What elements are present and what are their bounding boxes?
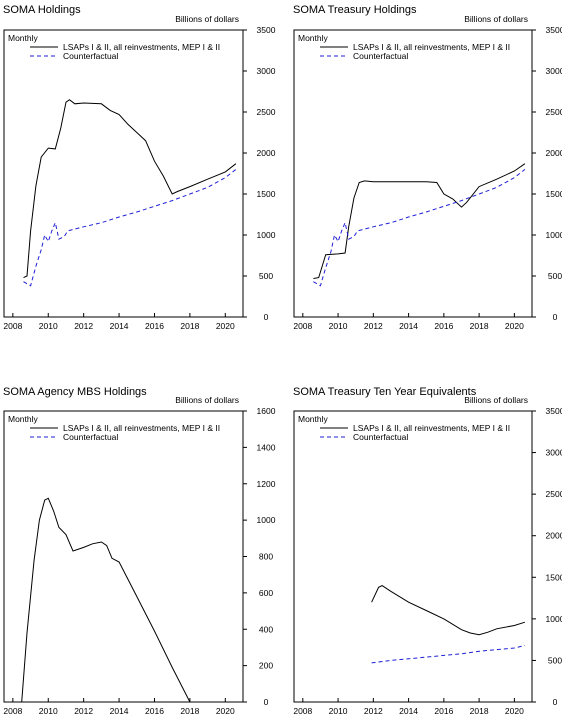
ten-year-plot-frame	[293, 410, 533, 703]
holdings-y-tick-label: 2000	[257, 148, 276, 158]
holdings-y-tick-label: 1000	[257, 230, 276, 240]
ten-year-x-tick-label: 2018	[470, 706, 489, 716]
treasury-legend-label-counterfactual: Counterfactual	[353, 51, 408, 61]
ten-year-y-tick-label: 1000	[546, 614, 562, 624]
ten-year-actual-line	[371, 585, 526, 636]
ten-year-x-tick-label: 2014	[399, 706, 418, 716]
holdings-y-tick-label: 3500	[257, 25, 276, 35]
mbs-x-tick-label: 2018	[180, 706, 199, 716]
ten-year-title: SOMA Treasury Ten Year Equivalents	[293, 386, 477, 398]
mbs-y-tick-label: 200	[259, 661, 273, 671]
holdings-x-tick-label: 2010	[39, 321, 58, 331]
mbs-plot-frame	[3, 410, 244, 703]
mbs-y-tick-label: 1200	[257, 479, 276, 489]
mbs-y-tick-label: 800	[259, 552, 273, 562]
holdings-x-tick-label: 2020	[216, 321, 235, 331]
mbs-y-tick-label: 1600	[257, 406, 276, 416]
treasury-y-tick-label: 2500	[546, 107, 562, 117]
treasury-y-tick-label: 3000	[546, 66, 562, 76]
ten-year-frequency-label: Monthly	[298, 414, 329, 424]
ten-year-counterfactual-line	[371, 645, 526, 664]
treasury-y-tick-label: 1500	[546, 189, 562, 199]
holdings-y-tick-label: 3000	[257, 66, 276, 76]
treasury-x-tick-label: 2008	[293, 321, 312, 331]
ten-year-legend-label-actual: LSAPs I & II, all reinvestments, MEP I &…	[353, 423, 510, 433]
holdings-units-label: Billions of dollars	[175, 14, 239, 24]
treasury-y-tick-label: 500	[548, 271, 562, 281]
holdings-x-tick-label: 2014	[110, 321, 129, 331]
holdings-counterfactual-line	[23, 169, 237, 287]
holdings-frequency-label: Monthly	[8, 33, 39, 43]
ten-year-x-tick-label: 2012	[364, 706, 383, 716]
ten-year-x-tick-label: 2010	[329, 706, 348, 716]
mbs-y-tick-label: 400	[259, 624, 273, 634]
mbs-y-tick-label: 600	[259, 588, 273, 598]
ten-year-units-label: Billions of dollars	[464, 395, 528, 405]
mbs-title: SOMA Agency MBS Holdings	[3, 386, 147, 398]
mbs-x-tick-label: 2014	[110, 706, 129, 716]
mbs-units-label: Billions of dollars	[175, 395, 239, 405]
treasury-x-tick-label: 2020	[505, 321, 524, 331]
holdings-x-tick-label: 2016	[145, 321, 164, 331]
holdings-y-tick-label: 1500	[257, 189, 276, 199]
holdings-legend-label-counterfactual: Counterfactual	[63, 51, 118, 61]
treasury-x-tick-label: 2018	[470, 321, 489, 331]
treasury-y-tick-label: 0	[553, 312, 558, 322]
ten-year-y-tick-label: 500	[548, 655, 562, 665]
mbs-y-tick-label: 0	[264, 697, 269, 707]
ten-year-legend-label-counterfactual: Counterfactual	[353, 432, 408, 442]
mbs-x-tick-label: 2012	[74, 706, 93, 716]
treasury-plot-frame	[293, 29, 533, 318]
mbs-y-tick-label: 1400	[257, 442, 276, 452]
mbs-frequency-label: Monthly	[8, 414, 39, 424]
holdings-x-tick-label: 2012	[74, 321, 93, 331]
treasury-y-tick-label: 3500	[546, 25, 562, 35]
ten-year-x-tick-label: 2020	[505, 706, 524, 716]
holdings-legend-label-actual: LSAPs I & II, all reinvestments, MEP I &…	[63, 42, 220, 52]
ten-year-y-tick-label: 2000	[546, 531, 562, 541]
holdings-plot-frame	[3, 29, 244, 318]
holdings-y-tick-label: 500	[259, 271, 273, 281]
ten-year-y-tick-label: 2500	[546, 489, 562, 499]
mbs-x-tick-label: 2008	[3, 706, 22, 716]
mbs-x-tick-label: 2020	[216, 706, 235, 716]
holdings-y-tick-label: 2500	[257, 107, 276, 117]
treasury-x-tick-label: 2012	[364, 321, 383, 331]
treasury-x-tick-label: 2014	[399, 321, 418, 331]
ten-year-y-tick-label: 1500	[546, 572, 562, 582]
mbs-actual-line	[4, 497, 243, 702]
ten-year-x-tick-label: 2016	[434, 706, 453, 716]
treasury-frequency-label: Monthly	[298, 33, 329, 43]
treasury-y-tick-label: 2000	[546, 148, 562, 158]
treasury-actual-line	[313, 163, 526, 279]
mbs-x-tick-label: 2010	[39, 706, 58, 716]
treasury-units-label: Billions of dollars	[464, 14, 528, 24]
holdings-x-tick-label: 2008	[3, 321, 22, 331]
holdings-x-tick-label: 2018	[180, 321, 199, 331]
treasury-x-tick-label: 2010	[329, 321, 348, 331]
mbs-legend-label-actual: LSAPs I & II, all reinvestments, MEP I &…	[63, 423, 220, 433]
mbs-x-tick-label: 2016	[145, 706, 164, 716]
treasury-x-tick-label: 2016	[434, 321, 453, 331]
mbs-y-tick-label: 1000	[257, 515, 276, 525]
treasury-legend-label-actual: LSAPs I & II, all reinvestments, MEP I &…	[353, 42, 510, 52]
ten-year-y-tick-label: 3500	[546, 406, 562, 416]
ten-year-chart: SOMA Treasury Ten Year EquivalentsBillio…	[293, 386, 562, 716]
ten-year-y-tick-label: 0	[553, 697, 558, 707]
treasury-y-tick-label: 1000	[546, 230, 562, 240]
holdings-title: SOMA Holdings	[3, 4, 81, 16]
treasury-counterfactual-line	[313, 169, 526, 287]
holdings-y-tick-label: 0	[264, 312, 269, 322]
treasury-chart: SOMA Treasury Holdings Billions of dollar…	[293, 4, 562, 331]
ten-year-y-tick-label: 3000	[546, 448, 562, 458]
ten-year-x-tick-label: 2008	[293, 706, 312, 716]
holdings-chart: SOMA Holdings Billions of dollars Monthly L…	[3, 4, 276, 331]
holdings-actual-line	[23, 99, 237, 279]
mbs-legend-label-counterfactual: Counterfactual	[63, 432, 118, 442]
treasury-title: SOMA Treasury Holdings	[293, 4, 417, 16]
mbs-chart: SOMA Agency MBS Holdings Billions of doll…	[3, 386, 276, 716]
